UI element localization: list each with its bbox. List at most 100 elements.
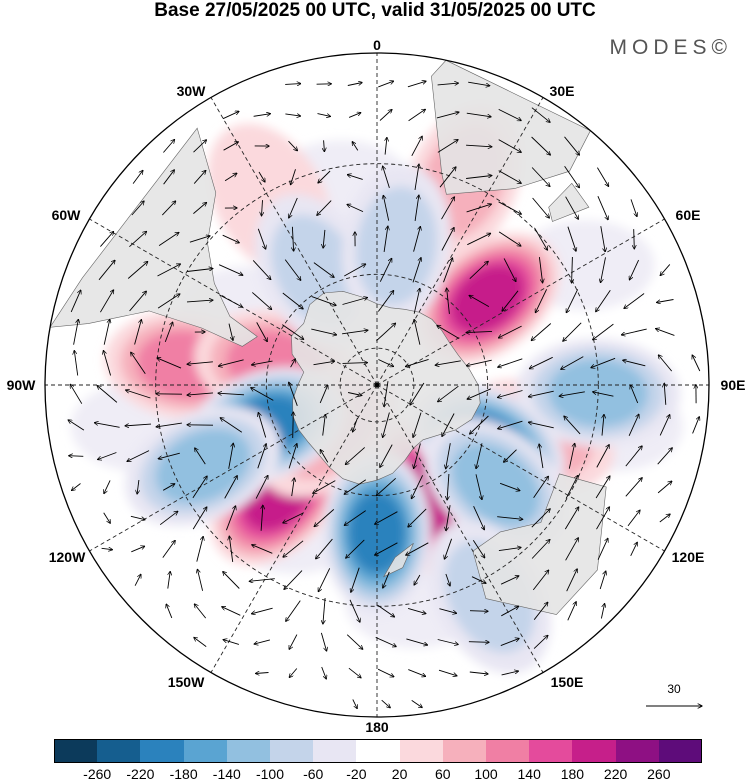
wind-vector xyxy=(347,175,363,180)
wind-vector xyxy=(352,699,357,708)
wind-vector xyxy=(531,540,550,559)
wind-vector xyxy=(224,173,237,182)
wind-vector xyxy=(377,291,393,312)
wind-vector xyxy=(375,542,398,555)
wind-vector xyxy=(563,322,582,341)
wind-vector xyxy=(414,319,421,345)
colorbar-tick-label: 220 xyxy=(603,766,628,782)
colorbar-swatch xyxy=(572,739,617,763)
wind-vector xyxy=(439,167,456,188)
lon-label-90w: 90W xyxy=(6,377,36,393)
wind-vector xyxy=(596,445,609,468)
wind-vector xyxy=(134,320,142,345)
colorbar-tick-label: 60 xyxy=(435,766,451,782)
wind-vector xyxy=(413,226,421,252)
wind-vector xyxy=(531,136,551,155)
colorbar-swatch xyxy=(399,739,444,763)
colorbar-swatch xyxy=(442,739,487,763)
wind-vector xyxy=(634,229,635,249)
wind-vector xyxy=(406,542,429,555)
wind-vector xyxy=(621,328,647,335)
wind-vector xyxy=(410,382,425,405)
south-america xyxy=(49,127,258,347)
wind-vector xyxy=(130,515,145,519)
wind-vector xyxy=(131,352,146,375)
wind-vector xyxy=(471,576,486,584)
wind-vector xyxy=(222,111,239,120)
colorbar-tick-label: 180 xyxy=(560,766,585,782)
wind-vector xyxy=(498,325,522,338)
wind-vector xyxy=(193,202,206,214)
wind-vector xyxy=(252,545,273,554)
wind-vector xyxy=(466,176,492,179)
wind-vector xyxy=(498,231,521,246)
wind-vector xyxy=(411,700,423,707)
wind-vector xyxy=(187,392,214,395)
wind-vector xyxy=(290,359,296,368)
latitude-circle xyxy=(155,163,599,607)
wind-vector xyxy=(377,604,395,617)
wind-vector xyxy=(566,569,578,592)
wind-vector xyxy=(531,509,550,528)
wind-vector xyxy=(529,356,553,368)
colorbar-swatch xyxy=(140,739,185,763)
wind-vector xyxy=(131,201,144,216)
wind-vector xyxy=(659,514,670,523)
wind-vector xyxy=(597,538,608,560)
colorbar-swatch xyxy=(615,739,660,763)
wind-vector xyxy=(533,635,548,649)
wind-vector xyxy=(197,569,204,591)
wind-vector xyxy=(192,507,207,530)
wind-vector xyxy=(383,412,390,438)
wind-vector xyxy=(313,262,334,278)
colorbar-swatch xyxy=(270,739,314,763)
wind-vector xyxy=(98,452,117,460)
wind-vector xyxy=(659,415,670,436)
wind-vector xyxy=(497,516,523,520)
anomaly-centre xyxy=(341,164,452,328)
wind-vector xyxy=(383,226,388,252)
meridian-line xyxy=(376,97,544,386)
wind-vector xyxy=(311,296,336,306)
wind-vector xyxy=(192,476,207,499)
colorbar-swatch xyxy=(226,739,271,763)
wind-vector xyxy=(345,447,365,464)
wind-vector xyxy=(412,258,421,283)
wind-vector xyxy=(593,392,614,397)
wind-vector xyxy=(284,259,301,281)
wind-vector xyxy=(383,166,390,189)
colorbar-tick-label: -100 xyxy=(255,766,285,782)
wind-vector xyxy=(163,140,174,153)
anomaly-centre xyxy=(414,232,561,365)
wind-vector xyxy=(406,638,427,645)
wind-vector xyxy=(322,414,326,436)
wind-vector xyxy=(104,480,111,493)
wind-vector xyxy=(572,256,573,283)
wind-vector xyxy=(595,476,610,499)
wind-vector xyxy=(501,671,519,676)
wind-vector xyxy=(467,233,490,246)
wind-vector xyxy=(630,199,637,216)
wind-vector xyxy=(596,290,611,311)
wind-vector xyxy=(413,288,420,314)
wind-vector xyxy=(317,200,332,216)
wind-vector xyxy=(323,597,326,624)
wind-vector xyxy=(436,112,459,119)
wind-vector xyxy=(218,264,243,276)
wind-vector xyxy=(288,140,298,151)
antarctica xyxy=(291,290,481,485)
wind-vector xyxy=(383,571,390,588)
colorbar-swatch xyxy=(529,739,573,763)
wind-vector xyxy=(289,634,298,650)
wind-vector xyxy=(377,668,394,677)
wind-vector xyxy=(564,166,580,187)
wind-vector xyxy=(466,112,491,117)
wind-vector xyxy=(498,170,522,184)
wind-vector xyxy=(351,567,360,593)
wind-vector xyxy=(220,418,243,433)
wind-vector xyxy=(228,323,233,341)
wind-vector xyxy=(441,228,454,251)
wind-vector xyxy=(439,608,456,614)
wind-vector xyxy=(413,412,422,438)
wind-vector xyxy=(344,264,365,277)
